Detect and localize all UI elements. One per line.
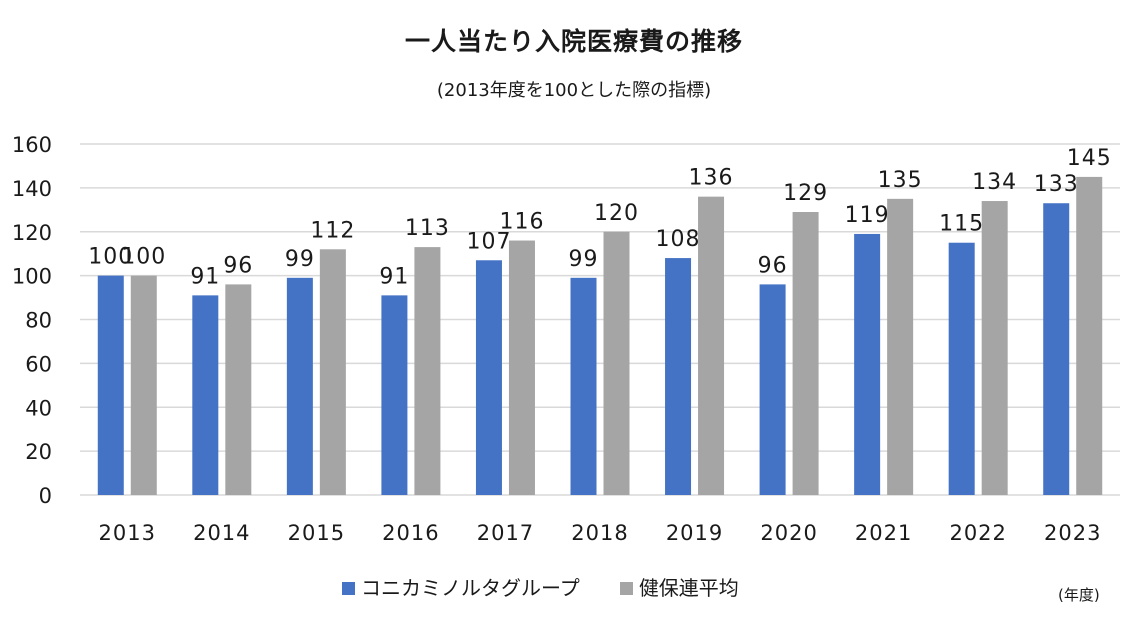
- legend-item-konicaminolta[interactable]: コニカミノルタグループ: [342, 572, 580, 601]
- chart-subtitle: (2013年度を100とした際の指標): [436, 80, 712, 101]
- data-label: 120: [594, 201, 639, 226]
- data-label: 108: [656, 227, 701, 252]
- data-label: 100: [121, 245, 166, 270]
- bar-kenporen-average: [130, 275, 157, 495]
- bar-konicaminolta: [381, 295, 408, 495]
- y-tick-label: 0: [39, 484, 52, 508]
- y-tick-label: 80: [25, 309, 52, 333]
- bar-konicaminolta: [286, 277, 313, 495]
- x-tick-label: 2021: [855, 521, 912, 545]
- x-tick-label: 2020: [760, 521, 817, 545]
- data-label: 115: [939, 212, 984, 237]
- bar-kenporen-average: [698, 196, 725, 495]
- data-label: 96: [758, 253, 788, 278]
- bar-kenporen-average: [1076, 176, 1103, 495]
- data-label: 135: [878, 168, 923, 193]
- x-tick-label: 2016: [382, 521, 439, 545]
- y-tick-label: 60: [25, 352, 52, 376]
- y-tick-label: 120: [12, 221, 52, 245]
- x-axis-ticks: 2013 2014 2015 2016 2017 2018 2019 2020 2021 2022…: [99, 521, 1101, 545]
- x-tick-label: 2022: [949, 521, 1006, 545]
- bar-kenporen-average: [981, 201, 1008, 495]
- data-label: 133: [1034, 172, 1079, 197]
- bar-kenporen-average: [414, 247, 441, 495]
- legend-item-kenporen-average[interactable]: 健保連平均: [619, 572, 739, 601]
- x-tick-label: 2015: [288, 521, 345, 545]
- legend-swatch-gray: [619, 582, 633, 595]
- bar-konicaminolta: [570, 277, 597, 495]
- bar-konicaminolta: [475, 260, 502, 495]
- x-tick-label: 2017: [477, 521, 534, 545]
- data-label: 129: [783, 181, 828, 206]
- data-label: 96: [223, 253, 253, 278]
- x-tick-label: 2023: [1044, 521, 1101, 545]
- data-label: 116: [499, 210, 544, 235]
- bar-konicaminolta: [665, 258, 692, 495]
- data-label: 136: [689, 166, 734, 191]
- data-label: 91: [379, 264, 409, 289]
- x-tick-label: 2019: [666, 521, 723, 545]
- bar-kenporen-average: [319, 249, 346, 495]
- y-tick-label: 160: [12, 133, 52, 157]
- bar-kenporen-average: [508, 240, 535, 495]
- data-label: 99: [285, 247, 315, 272]
- legend-label: コニカミノルタグループ: [361, 576, 580, 600]
- y-tick-label: 40: [25, 396, 52, 420]
- legend-swatch-blue: [342, 582, 355, 595]
- data-label: 113: [405, 216, 450, 241]
- gridlines: [80, 143, 1120, 496]
- data-label: 112: [310, 218, 355, 243]
- bars: [97, 176, 1103, 495]
- bar-kenporen-average: [792, 212, 819, 495]
- legend: コニカミノルタグループ 健保連平均: [342, 572, 779, 601]
- bar-konicaminolta: [1043, 203, 1070, 495]
- bar-kenporen-average: [225, 284, 252, 495]
- y-axis-ticks: 0 20 40 60 80 100 120 140 160: [12, 133, 52, 508]
- y-tick-label: 100: [12, 265, 52, 289]
- data-label: 91: [190, 264, 220, 289]
- bar-konicaminolta: [854, 233, 881, 495]
- x-tick-label: 2018: [571, 521, 628, 545]
- y-tick-label: 20: [25, 440, 52, 464]
- legend-label: 健保連平均: [638, 576, 739, 600]
- bar-konicaminolta: [948, 242, 975, 495]
- data-label: 99: [569, 247, 599, 272]
- data-label: 107: [466, 229, 511, 254]
- y-tick-label: 140: [12, 177, 52, 201]
- bar-konicaminolta: [192, 295, 219, 495]
- x-axis-unit-label: (年度): [1058, 586, 1100, 604]
- data-label: 100: [88, 245, 133, 270]
- bar-kenporen-average: [603, 231, 630, 495]
- chart-title: 一人当たり入院医療費の推移: [404, 27, 743, 56]
- data-label: 145: [1067, 146, 1112, 171]
- x-tick-label: 2014: [193, 521, 250, 545]
- data-label: 134: [972, 170, 1017, 195]
- bar-konicaminolta: [759, 284, 786, 495]
- data-label: 119: [845, 203, 890, 228]
- x-tick-label: 2013: [99, 521, 156, 545]
- bar-kenporen-average: [887, 198, 914, 495]
- bar-konicaminolta: [97, 275, 124, 495]
